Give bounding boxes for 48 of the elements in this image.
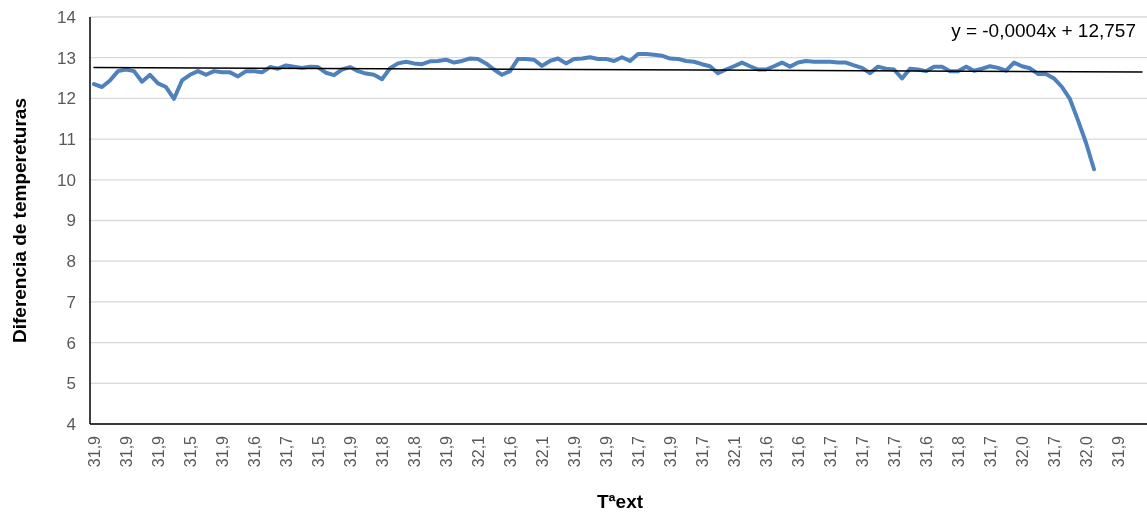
- x-tick-label: 32,1: [725, 435, 743, 468]
- y-tick-label: 8: [66, 252, 76, 272]
- x-tick-label: 31,9: [565, 435, 583, 468]
- x-tick-label: 32,1: [533, 435, 551, 468]
- x-tick-label: 31,9: [661, 435, 679, 468]
- y-tick-label: 6: [66, 333, 76, 353]
- x-tick-label: 31,6: [245, 435, 263, 468]
- x-tick-label: 31,7: [853, 435, 871, 468]
- x-tick-label: 31,9: [437, 435, 455, 468]
- x-tick-label: 31,7: [277, 435, 295, 468]
- x-tick-label: 31,6: [501, 435, 519, 468]
- x-tick-label: 31,9: [149, 435, 167, 468]
- x-tick-label: 31,7: [821, 435, 839, 468]
- y-tick-label: 10: [57, 170, 76, 190]
- x-tick-label: 31,8: [373, 435, 391, 468]
- x-tick-label: 32,1: [469, 435, 487, 468]
- x-tick-label: 31,9: [341, 435, 359, 468]
- x-tick-label: 31,6: [789, 435, 807, 468]
- y-axis-title: Diferencia de tempereturas: [9, 98, 30, 343]
- x-tick-label: 31,7: [885, 435, 903, 468]
- x-tick-label: 31,8: [949, 435, 967, 468]
- x-tick-label: 31,9: [597, 435, 615, 468]
- x-axis-title: Tªext: [596, 491, 644, 512]
- y-tick-label: 7: [66, 292, 76, 312]
- x-tick-label: 31,6: [757, 435, 775, 468]
- x-tick-label: 31,7: [693, 435, 711, 468]
- y-tick-label: 4: [66, 414, 76, 434]
- x-tick-label: 31,6: [917, 435, 935, 468]
- y-tick-label: 12: [57, 89, 76, 109]
- x-tick-label: 31,5: [181, 435, 199, 468]
- x-tick-label: 31,8: [405, 435, 423, 468]
- x-tick-label: 31,9: [1109, 435, 1127, 468]
- x-tick-label: 32,0: [1077, 435, 1095, 468]
- y-tick-label: 11: [58, 130, 76, 150]
- x-tick-label: 31,7: [629, 435, 647, 468]
- y-tick-label: 14: [57, 7, 76, 27]
- x-tick-label: 31,7: [981, 435, 999, 468]
- x-tick-label: 32,0: [1013, 435, 1031, 468]
- y-tick-label: 9: [66, 211, 76, 231]
- line-series: [92, 52, 1096, 172]
- x-tick-label: 31,9: [213, 435, 231, 468]
- annotation: y = -0,0004x + 12,757: [951, 19, 1136, 41]
- x-tick-label: 31,9: [117, 435, 135, 468]
- x-tick-label: 31,9: [85, 435, 103, 468]
- x-tick-label: 31,5: [309, 435, 327, 468]
- x-tick-label: 31,7: [1045, 435, 1063, 468]
- y-tick-label: 13: [57, 48, 76, 68]
- y-tick-label: 5: [66, 374, 76, 394]
